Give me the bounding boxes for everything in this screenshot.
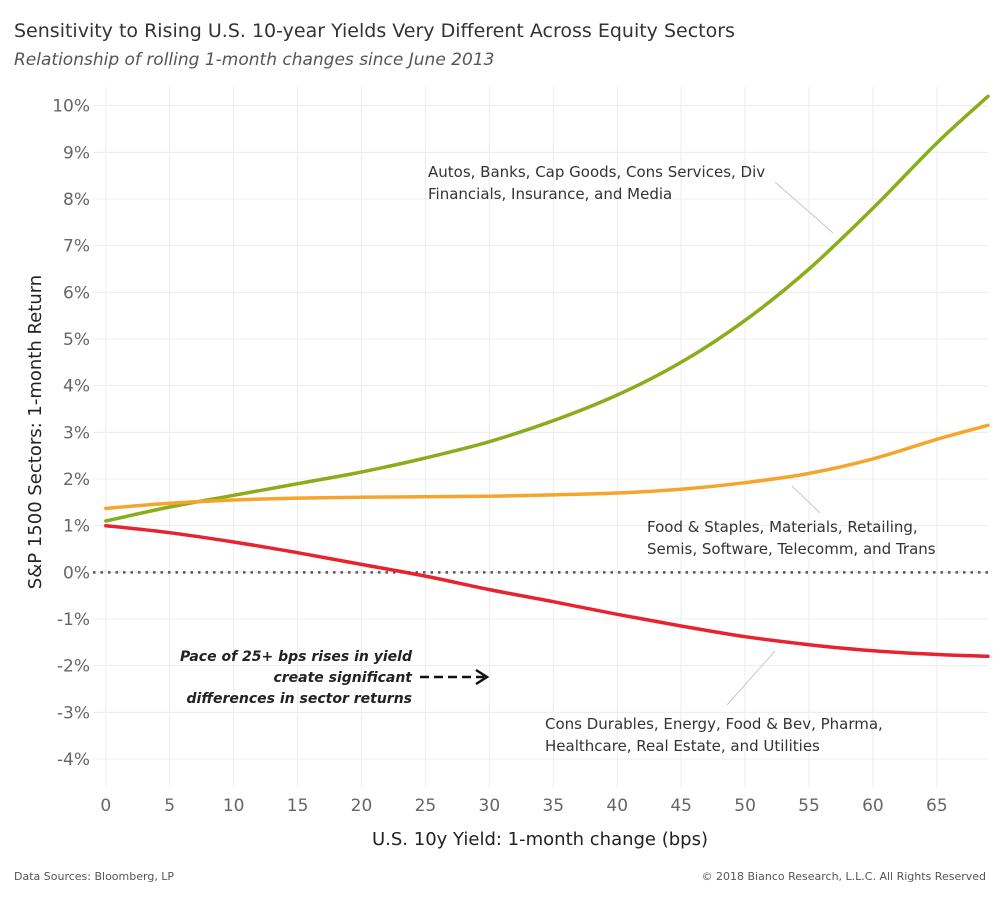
annotation-line: Food & Staples, Materials, Retailing, [647, 518, 918, 536]
x-tick-label: 0 [100, 796, 111, 816]
annotation-line: create significant [273, 670, 413, 686]
x-tick-label: 60 [862, 796, 884, 816]
series-line-2 [104, 423, 990, 511]
x-tick-label: 15 [287, 796, 309, 816]
x-tick-label: 30 [479, 796, 501, 816]
y-tick-label: 9% [63, 143, 90, 163]
y-tick-labels: -4% -3% -2% -1% 0% 1% 2% 3% 4% 5% 6% 7% 8% 9% 10% [52, 97, 90, 770]
annotation-line: Cons Durables, Energy, Food & Bev, Pharm… [545, 715, 883, 733]
y-tick-label: 4% [63, 377, 90, 397]
annotations: Autos, Banks, Cap Goods, Cons Services, … [180, 163, 936, 755]
series-line-1 [104, 94, 990, 523]
annotation-line: Financials, Insurance, and Media [428, 185, 672, 203]
x-tick-labels: 0 5 10 15 20 25 30 35 40 45 50 55 60 65 [100, 796, 947, 816]
x-tick-label: 40 [606, 796, 628, 816]
annotation-4: Pace of 25+ bps rises in yield create sig… [180, 649, 413, 707]
x-tick-label: 10 [223, 796, 245, 816]
y-tick-label: -2% [57, 657, 90, 677]
x-tick-label: 25 [415, 796, 437, 816]
y-tick-label: 1% [63, 517, 90, 537]
leader-line [726, 650, 776, 706]
x-axis-label: U.S. 10y Yield: 1-month change (bps) [372, 829, 708, 850]
chart-subtitle: Relationship of rolling 1-month changes … [14, 50, 495, 70]
annotation-arrow [420, 668, 490, 686]
leader-line [791, 485, 821, 514]
y-tick-label: 7% [63, 237, 90, 257]
x-tick-label: 50 [734, 796, 756, 816]
y-tick-label: -4% [57, 750, 90, 770]
series-line-3 [104, 523, 990, 659]
x-tick-label: 55 [798, 796, 820, 816]
arrow-head [475, 668, 490, 686]
annotation-3: Cons Durables, Energy, Food & Bev, Pharm… [545, 715, 883, 755]
y-tick-label: 2% [63, 470, 90, 490]
x-tick-label: 35 [542, 796, 564, 816]
copyright: © 2018 Bianco Research, L.L.C. All Right… [701, 870, 986, 883]
y-tick-label: 0% [63, 563, 90, 583]
y-tick-label: -1% [57, 610, 90, 630]
annotation-line: Pace of 25+ bps rises in yield [180, 649, 413, 665]
y-tick-label: 6% [63, 283, 90, 303]
x-tick-label: 65 [926, 796, 948, 816]
x-tick-label: 20 [351, 796, 373, 816]
annotation-line: Healthcare, Real Estate, and Utilities [545, 737, 820, 755]
x-tick-label: 45 [670, 796, 692, 816]
annotation-line: Semis, Software, Telecomm, and Trans [647, 540, 936, 558]
grid [93, 87, 988, 787]
annotation-line: differences in sector returns [187, 691, 412, 707]
series-lines [104, 94, 990, 659]
y-axis-label: S&P 1500 Sectors: 1-month Return [25, 275, 46, 589]
data-source: Data Sources: Bloomberg, LP [14, 870, 175, 883]
annotation-line: Autos, Banks, Cap Goods, Cons Services, … [428, 163, 765, 181]
leader-line [774, 181, 834, 234]
y-tick-label: 5% [63, 330, 90, 350]
y-tick-label: 3% [63, 423, 90, 443]
annotation-2: Food & Staples, Materials, Retailing, Sem… [647, 518, 936, 558]
annotation-leaders [726, 181, 834, 706]
chart-title: Sensitivity to Rising U.S. 10-year Yield… [14, 20, 735, 42]
x-tick-label: 5 [164, 796, 175, 816]
y-tick-label: 8% [63, 190, 90, 210]
y-tick-label: -3% [57, 703, 90, 723]
y-tick-label: 10% [52, 97, 90, 117]
annotation-1: Autos, Banks, Cap Goods, Cons Services, … [428, 163, 765, 203]
